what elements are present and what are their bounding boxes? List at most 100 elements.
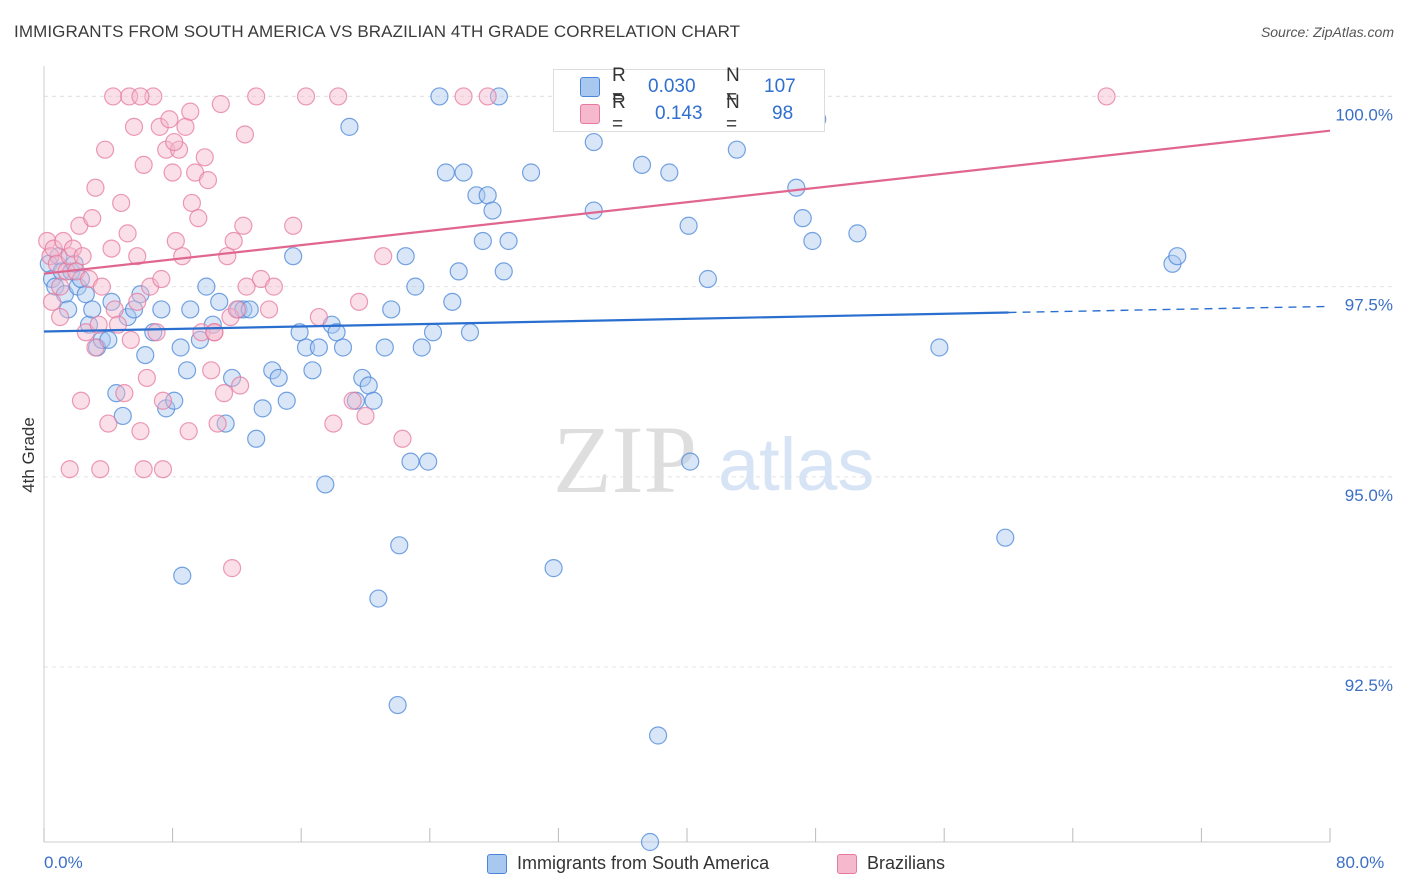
point-immigrants bbox=[584, 132, 603, 152]
point-immigrants bbox=[269, 368, 288, 388]
point-brazilians bbox=[50, 277, 70, 296]
point-brazilians bbox=[218, 247, 237, 266]
point-brazilians bbox=[134, 460, 153, 479]
point-immigrants bbox=[247, 429, 266, 448]
trend-immigrants-extension bbox=[1008, 305, 1331, 314]
x-max-label: 80.0% bbox=[1336, 853, 1385, 872]
point-immigrants bbox=[401, 452, 420, 471]
point-immigrants bbox=[499, 231, 518, 251]
point-immigrants bbox=[290, 323, 309, 342]
r-label: R = bbox=[612, 65, 626, 108]
point-brazilians bbox=[173, 247, 192, 266]
n-label: N = bbox=[726, 92, 740, 135]
point-immigrants bbox=[584, 201, 603, 220]
point-brazilians bbox=[309, 307, 328, 327]
point-brazilians bbox=[73, 247, 92, 266]
point-brazilians bbox=[86, 178, 105, 197]
point-immigrants bbox=[660, 163, 679, 182]
point-immigrants bbox=[253, 399, 272, 418]
point-brazilians bbox=[160, 110, 179, 129]
point-brazilians bbox=[38, 231, 57, 251]
y-axis-label: 4th Grade bbox=[19, 417, 38, 493]
watermark-atlas: atlas bbox=[718, 423, 874, 506]
point-immigrants bbox=[240, 300, 259, 319]
point-immigrants bbox=[436, 163, 455, 182]
point-brazilians bbox=[163, 163, 182, 182]
point-immigrants bbox=[181, 300, 200, 319]
point-immigrants bbox=[353, 368, 372, 388]
point-immigrants bbox=[46, 277, 65, 296]
point-immigrants bbox=[284, 247, 303, 266]
point-brazilians bbox=[147, 323, 166, 342]
series-immigrants-points bbox=[39, 87, 1187, 852]
n-label: N = bbox=[726, 65, 740, 108]
source-note: Source: ZipAtlas.com bbox=[1260, 24, 1394, 40]
point-brazilians bbox=[182, 193, 201, 213]
point-brazilians bbox=[296, 87, 316, 106]
point-immigrants bbox=[303, 361, 322, 380]
point-immigrants bbox=[430, 87, 449, 106]
point-brazilians bbox=[131, 422, 150, 441]
y-tick-label: 100.0% bbox=[1335, 105, 1393, 124]
point-immigrants bbox=[648, 726, 668, 745]
r-label: R = bbox=[612, 92, 626, 135]
point-immigrants bbox=[494, 262, 513, 281]
point-brazilians bbox=[44, 239, 63, 258]
point-immigrants bbox=[681, 452, 700, 471]
correlation-legend: R = 0.030 N = 107 R = 0.143 N = 98 bbox=[553, 65, 825, 135]
point-brazilians bbox=[176, 117, 195, 136]
point-brazilians bbox=[60, 460, 79, 479]
point-brazilians bbox=[202, 361, 221, 380]
point-brazilians bbox=[115, 384, 134, 403]
point-immigrants bbox=[483, 201, 502, 220]
point-immigrants bbox=[727, 140, 746, 159]
point-immigrants bbox=[793, 209, 812, 228]
point-immigrants bbox=[419, 452, 438, 471]
point-brazilians bbox=[221, 307, 240, 327]
point-brazilians bbox=[237, 277, 256, 296]
point-brazilians bbox=[393, 429, 412, 448]
point-brazilians bbox=[150, 117, 169, 136]
point-immigrants bbox=[263, 361, 282, 380]
y-tick-labels: 100.0% 97.5% 95.0% 92.5% bbox=[1335, 105, 1393, 695]
point-immigrants bbox=[327, 323, 346, 342]
point-immigrants bbox=[364, 391, 383, 410]
trend-brazilians bbox=[43, 129, 1331, 275]
r-value: 0.030 bbox=[648, 76, 696, 97]
legend-immigrants: Immigrants from South America bbox=[487, 853, 769, 874]
point-immigrants bbox=[698, 269, 717, 289]
point-brazilians bbox=[102, 239, 121, 258]
point-brazilians bbox=[50, 307, 70, 327]
point-brazilians bbox=[198, 171, 218, 190]
point-brazilians bbox=[112, 193, 131, 213]
point-immigrants bbox=[388, 695, 407, 715]
point-immigrants bbox=[930, 338, 949, 357]
point-brazilians bbox=[329, 87, 348, 106]
point-brazilians bbox=[118, 224, 137, 243]
axes bbox=[43, 66, 1331, 843]
trend-lines bbox=[43, 129, 1331, 333]
y-tick-label: 97.5% bbox=[1345, 296, 1393, 315]
legend-label-brazilians: Brazilians bbox=[867, 853, 946, 873]
point-brazilians bbox=[264, 277, 283, 296]
point-brazilians bbox=[324, 414, 343, 433]
point-brazilians bbox=[234, 216, 253, 235]
point-brazilians bbox=[134, 155, 153, 175]
legend-label-immigrants: Immigrants from South America bbox=[517, 853, 770, 873]
point-brazilians bbox=[144, 87, 163, 106]
point-brazilians bbox=[95, 140, 115, 159]
point-immigrants bbox=[1168, 247, 1187, 266]
point-immigrants bbox=[83, 300, 102, 319]
point-immigrants bbox=[640, 832, 660, 852]
point-brazilians bbox=[1097, 87, 1116, 106]
point-brazilians bbox=[211, 94, 230, 114]
point-immigrants bbox=[375, 338, 394, 357]
point-immigrants bbox=[412, 338, 431, 357]
point-immigrants bbox=[197, 277, 216, 296]
point-immigrants bbox=[369, 589, 388, 608]
point-immigrants bbox=[473, 231, 492, 251]
point-brazilians bbox=[104, 87, 123, 106]
point-immigrants bbox=[443, 292, 462, 311]
point-brazilians bbox=[179, 422, 198, 441]
point-brazilians bbox=[54, 231, 73, 251]
